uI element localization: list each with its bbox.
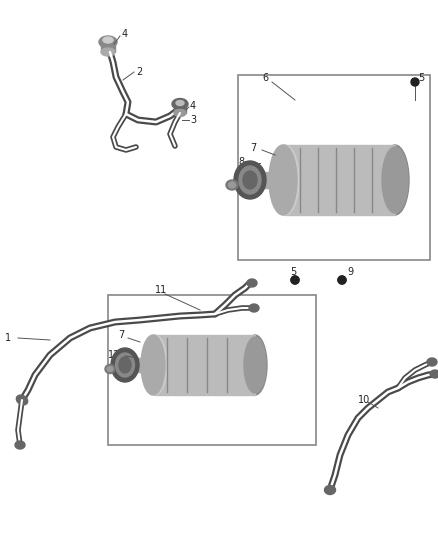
- Ellipse shape: [243, 335, 267, 395]
- Ellipse shape: [271, 145, 299, 215]
- Circle shape: [338, 276, 346, 284]
- Ellipse shape: [111, 348, 139, 382]
- Ellipse shape: [105, 365, 115, 374]
- Ellipse shape: [15, 441, 25, 449]
- Ellipse shape: [99, 36, 117, 48]
- Text: 4: 4: [122, 29, 128, 39]
- Ellipse shape: [382, 147, 408, 213]
- Ellipse shape: [247, 279, 257, 287]
- Text: 10: 10: [358, 395, 370, 405]
- Text: 9: 9: [347, 267, 353, 277]
- Text: 3: 3: [190, 115, 196, 125]
- Ellipse shape: [381, 145, 409, 215]
- Text: 2: 2: [136, 67, 142, 77]
- Ellipse shape: [174, 109, 186, 117]
- Ellipse shape: [172, 99, 188, 109]
- Bar: [174, 104, 186, 113]
- Ellipse shape: [226, 180, 238, 190]
- Ellipse shape: [103, 37, 113, 43]
- Ellipse shape: [229, 182, 236, 188]
- Text: 12: 12: [108, 350, 120, 360]
- Bar: [252, 172, 285, 188]
- Bar: [285, 145, 395, 215]
- Text: 7: 7: [250, 143, 256, 153]
- Ellipse shape: [176, 101, 184, 106]
- Circle shape: [291, 276, 299, 284]
- Ellipse shape: [244, 337, 266, 393]
- Text: 5: 5: [290, 267, 296, 277]
- Circle shape: [338, 276, 346, 284]
- Ellipse shape: [234, 161, 266, 199]
- Text: 4: 4: [190, 101, 196, 111]
- Ellipse shape: [249, 304, 259, 312]
- Ellipse shape: [107, 367, 113, 372]
- Text: 8: 8: [238, 157, 244, 167]
- Bar: [238, 75, 430, 260]
- Circle shape: [411, 78, 419, 86]
- Ellipse shape: [143, 335, 167, 395]
- Bar: [101, 42, 115, 52]
- Ellipse shape: [427, 358, 437, 366]
- Ellipse shape: [101, 48, 115, 56]
- Bar: [155, 335, 255, 395]
- Text: 7: 7: [118, 330, 124, 340]
- Ellipse shape: [243, 171, 257, 189]
- Ellipse shape: [430, 370, 438, 378]
- Text: 11: 11: [155, 285, 167, 295]
- Ellipse shape: [325, 486, 336, 495]
- Ellipse shape: [116, 353, 134, 377]
- Circle shape: [291, 276, 299, 284]
- Ellipse shape: [141, 335, 165, 395]
- Ellipse shape: [16, 395, 28, 405]
- Ellipse shape: [239, 166, 261, 194]
- Ellipse shape: [269, 145, 297, 215]
- Ellipse shape: [119, 357, 131, 373]
- Bar: [127, 358, 155, 372]
- Text: 6: 6: [262, 73, 268, 83]
- Text: 1: 1: [5, 333, 11, 343]
- Bar: [108, 295, 316, 445]
- Text: 5: 5: [418, 73, 424, 83]
